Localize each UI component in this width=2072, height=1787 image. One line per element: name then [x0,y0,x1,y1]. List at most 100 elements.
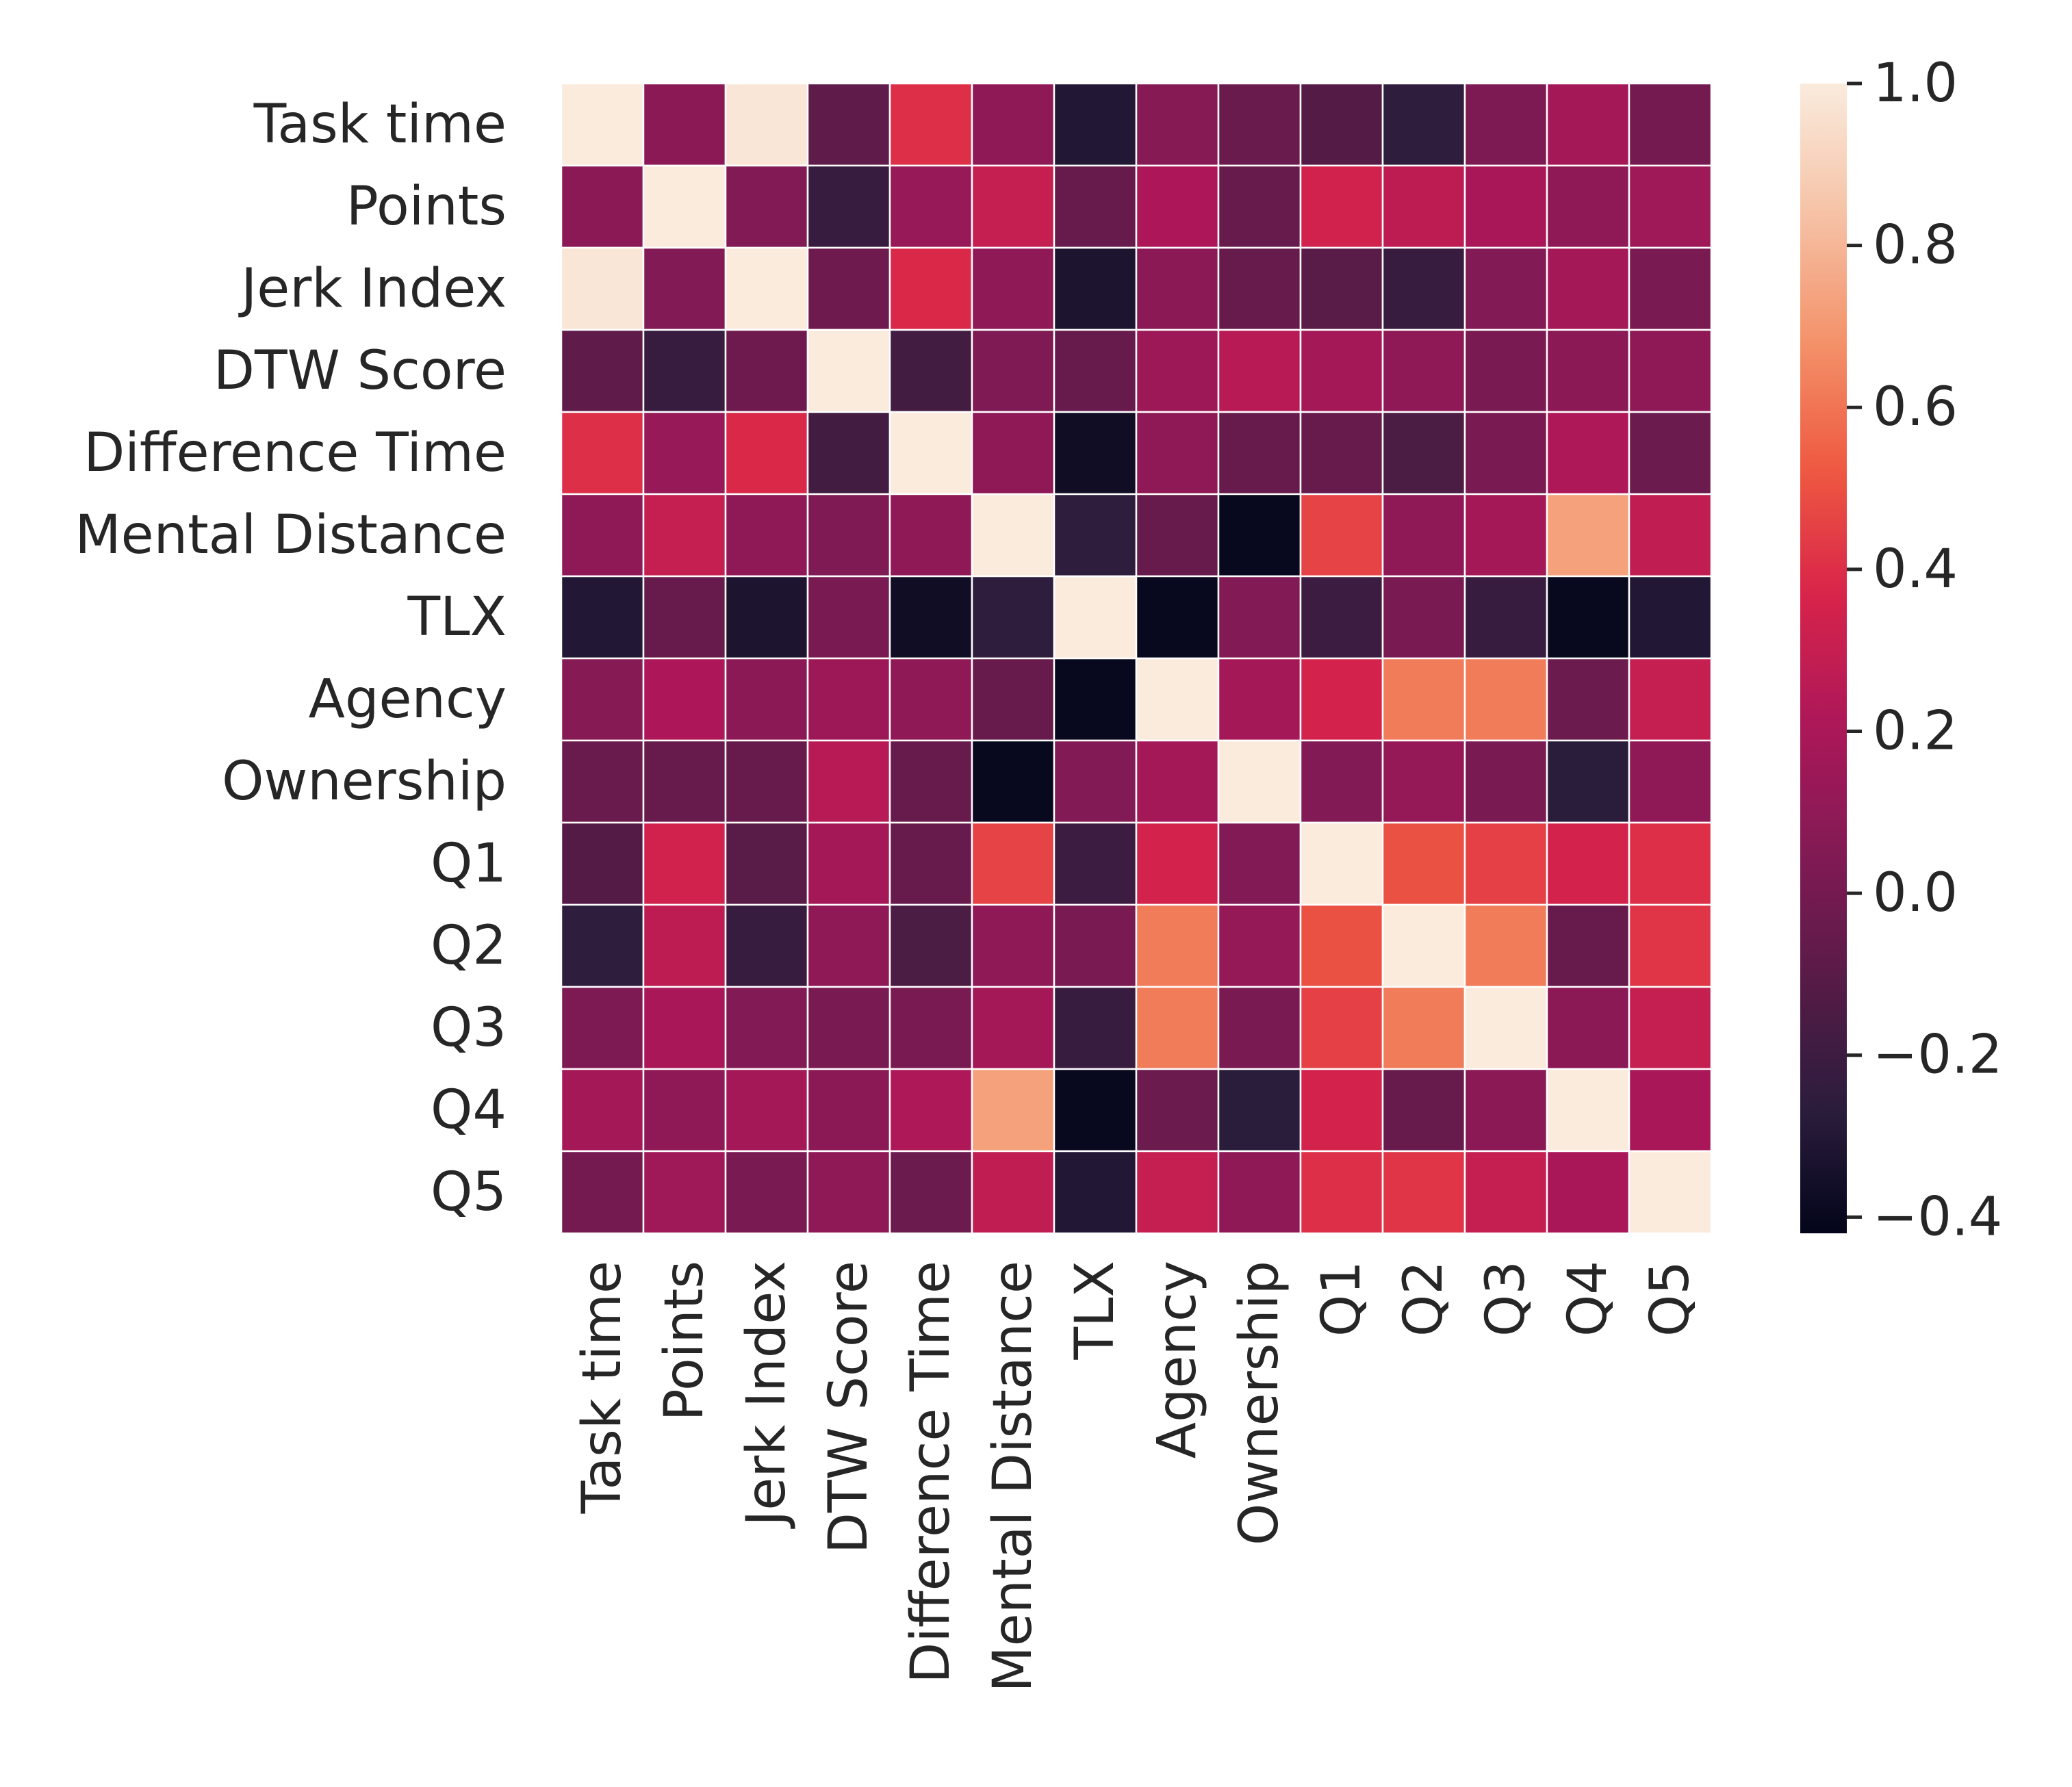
heatmap-cell [642,164,727,249]
heatmap-cell [1628,493,1713,578]
heatmap-cell [1546,82,1630,167]
heatmap-cell [1135,739,1220,824]
heatmap-cell [1135,164,1220,249]
colorbar-tick-label: 0.0 [1873,862,1958,924]
heatmap-cell [1628,1068,1713,1153]
heatmap-cell [1217,986,1302,1070]
heatmap-cell [724,82,809,167]
heatmap-cell [1299,1150,1384,1235]
heatmap-cell [1053,246,1138,331]
colorbar-tick-label: 1.0 [1873,53,1958,114]
heatmap-cell [1628,329,1713,413]
heatmap-cell [806,657,891,742]
x-tick-label: Ownership [1229,1261,1290,1545]
heatmap-cell [1217,493,1302,578]
heatmap-cell [642,903,727,988]
heatmap-cell [888,164,973,249]
heatmap-cell [642,575,727,660]
heatmap-cell [1299,986,1384,1070]
heatmap-cell [1381,575,1466,660]
heatmap-cell [1381,82,1466,167]
heatmap-cell [1053,411,1138,496]
heatmap-cell [1628,82,1713,167]
heatmap-cell [888,575,973,660]
y-tick-label: Task time [253,94,507,155]
y-tick-label: Mental Distance [75,504,507,566]
heatmap-cell [724,657,809,742]
heatmap-cell [1546,411,1630,496]
heatmap-cell [1381,493,1466,578]
y-tick-label: Q1 [431,833,507,895]
heatmap-cell [1299,164,1384,249]
heatmap-cell [1053,493,1138,578]
heatmap-cell [724,739,809,824]
x-tick-label: Points [654,1261,715,1421]
heatmap-cell [971,164,1056,249]
heatmap-cell [1053,1150,1138,1235]
heatmap-cell [1381,986,1466,1070]
heatmap-cell [1299,575,1384,660]
heatmap-cell [1546,575,1630,660]
heatmap-cell [1546,903,1630,988]
y-tick-label: Q5 [431,1161,507,1223]
heatmap-cell [806,986,891,1070]
heatmap-cell [1135,903,1220,988]
heatmap-cell [971,657,1056,742]
heatmap-cell [560,821,645,906]
heatmap-cell [888,986,973,1070]
heatmap-cell [1217,821,1302,906]
heatmap-cell [642,493,727,578]
heatmap-cell [1546,329,1630,413]
heatmap-cell [1217,329,1302,413]
heatmap-cell [1381,739,1466,824]
heatmap-cell [1135,329,1220,413]
heatmap-cell [1299,1068,1384,1153]
heatmap-cell [724,164,809,249]
colorbar-tick-label: 0.2 [1873,700,1958,762]
heatmap-cell [1217,164,1302,249]
heatmap-cell [888,903,973,988]
heatmap-cell [1381,246,1466,331]
heatmap-cell [971,329,1056,413]
heatmap-cell [642,821,727,906]
heatmap-cell [1053,821,1138,906]
heatmap-cell [806,903,891,988]
heatmap-cell [1135,493,1220,578]
heatmap-cell [1053,657,1138,742]
heatmap-cell [1053,329,1138,413]
heatmap-cell [1135,246,1220,331]
heatmap-cell [1381,903,1466,988]
heatmap-cell [1381,1068,1466,1153]
y-tick-label: Agency [309,669,507,730]
x-tick-label: Q4 [1557,1261,1619,1337]
heatmap-cell [1299,903,1384,988]
x-tick-label: Mental Distance [982,1261,1044,1693]
y-tick-label: Q3 [431,997,507,1059]
heatmap-cell [1463,493,1548,578]
x-tick-label: TLX [1064,1261,1126,1361]
heatmap-cell [642,329,727,413]
heatmap-cell [560,739,645,824]
heatmap-cell [642,411,727,496]
heatmap-cell [971,1150,1056,1235]
heatmap-cell [724,575,809,660]
heatmap-cell [888,657,973,742]
heatmap-cell [806,821,891,906]
heatmap-cell [560,1068,645,1153]
heatmap-cell [1546,821,1630,906]
heatmap-cell [971,411,1056,496]
heatmap-cell [806,575,891,660]
heatmap-cell [1628,986,1713,1070]
heatmap-cell [1463,575,1548,660]
heatmap-cell [1628,657,1713,742]
heatmap-cell [806,246,891,331]
heatmap-cell [1628,164,1713,249]
y-tick-label: Q2 [431,915,507,977]
heatmap-cell [1381,657,1466,742]
heatmap-cell [1628,903,1713,988]
heatmap-cell [560,411,645,496]
heatmap-cell [806,493,891,578]
x-tick-label: Agency [1147,1261,1208,1458]
heatmap-cell [971,1068,1056,1153]
